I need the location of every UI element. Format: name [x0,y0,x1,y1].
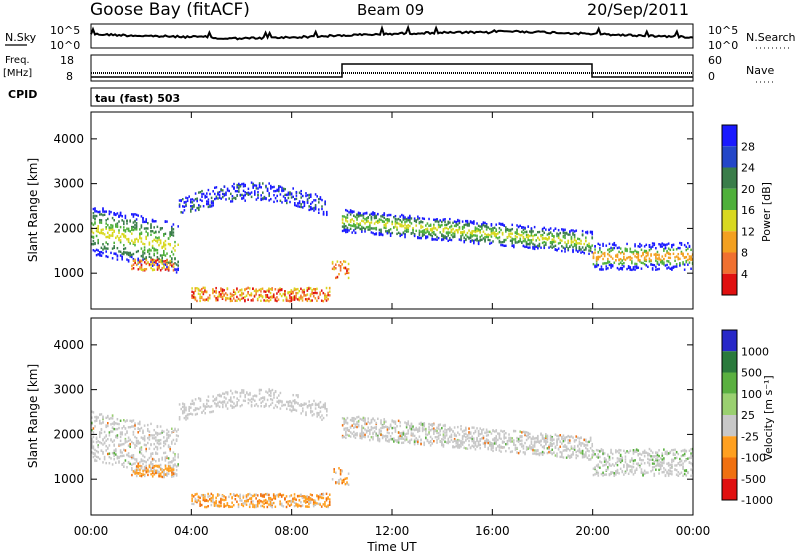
colorbar-swatch [722,146,737,168]
colorbar-frame [721,329,738,501]
colorbar-tick-label: 25 [741,409,755,422]
freq-label-2: [MHz] [3,68,32,79]
nave-label: Nave [746,64,774,77]
velocity-panel-frame [90,317,694,516]
noise-right-tick-bottom: 10^0 [708,39,738,52]
noise-panel-frame [90,23,694,49]
colorbar-swatch [722,478,737,500]
y-tick-label: 4000 [53,132,84,146]
x-tick-label: 16:00 [475,524,510,538]
colorbar-swatch [722,351,737,373]
x-tick-label: 04:00 [174,524,209,538]
colorbar-swatch [722,252,737,274]
x-tick-label: 20:00 [575,524,610,538]
colorbar-tick-label: 1000 [741,345,769,358]
velocity-colorbar-label: Velocity [m s⁻¹] [762,375,775,460]
x-tick-label: 12:00 [375,524,410,538]
colorbar-swatch [722,273,737,295]
colorbar-tick-label: 500 [741,367,762,380]
freq-right-tick-top: 60 [708,54,722,67]
x-tick-label: 08:00 [274,524,309,538]
beam-title: Beam 09 [357,1,424,19]
freq-label-1: Freq. [5,55,30,66]
power-colorbar-label: Power [dB] [760,182,773,242]
cpid-program: tau (fast) 503 [95,92,180,105]
colorbar-tick-label: -100 [741,452,766,465]
nave-trace [91,63,693,78]
colorbar-tick-label: 28 [741,140,755,153]
colorbar-swatch [722,167,737,189]
station-title: Goose Bay (fitACF) [90,0,250,20]
colorbar-tick-label: 100 [741,388,762,401]
colorbar-tick-label: 4 [741,268,748,281]
y-tick-label: 1000 [53,472,84,486]
colorbar-tick-label: 24 [741,162,755,175]
colorbar-swatch [722,125,737,147]
x-axis-label: Time UT [366,540,417,554]
noise-right-label: N.Search [746,31,796,44]
velocity-y-ticks: 4000 3000 2000 1000 [53,338,693,486]
velocity-data [91,388,694,509]
freq-right-tick-bottom: 0 [708,70,715,83]
colorbar-frame [721,124,738,296]
colorbar-swatch [722,330,737,352]
colorbar-tick-label: -25 [741,430,759,443]
date-title: 20/Sep/2011 [587,0,689,19]
velocity-colorbar: 1000 500 100 25 -25 -100 -500 -1000 [721,329,773,507]
colorbar-tick-label: 20 [741,183,755,196]
colorbar-swatch [722,372,737,394]
noise-right-tick-top: 10^5 [708,24,738,37]
freq-left-tick-bottom: 8 [66,70,73,83]
power-y-label: Slant Range [km] [26,158,40,262]
y-tick-label: 3000 [53,177,84,191]
noise-left-tick-bottom: 10^0 [50,39,80,52]
colorbar-swatch [722,457,737,479]
colorbar-swatch [722,393,737,415]
y-tick-label: 2000 [53,427,84,441]
colorbar-tick-label: -500 [741,473,766,486]
power-y-ticks: 4000 3000 2000 1000 [53,132,693,280]
colorbar-swatch [722,188,737,210]
power-data [91,181,694,303]
colorbar-tick-label: -1000 [741,494,773,507]
power-colorbar: 28 24 20 16 12 8 4 [721,124,755,296]
y-tick-label: 4000 [53,338,84,352]
noise-left-tick-top: 10^5 [50,24,80,37]
colorbar-tick-label: 16 [741,204,755,217]
colorbar-swatch [722,210,737,232]
colorbar-swatch [722,231,737,253]
x-axis-ticks: 00:00 04:00 08:00 12:00 16:00 20:00 00:00 [74,112,711,538]
velocity-y-label: Slant Range [km] [26,364,40,468]
noise-left-label: N.Sky [5,31,37,44]
colorbar-tick-label: 12 [741,225,755,238]
cpid-panel-frame [90,87,694,107]
x-tick-label: 00:00 [74,524,109,538]
freq-left-tick-top: 18 [60,54,74,67]
y-tick-label: 2000 [53,221,84,235]
cpid-label: CPID [8,88,37,101]
noise-sky-trace [90,24,694,41]
freq-panel-frame [90,54,694,82]
y-tick-label: 3000 [53,383,84,397]
y-tick-label: 1000 [53,266,84,280]
colorbar-swatch [722,436,737,458]
colorbar-tick-label: 8 [741,247,748,260]
x-tick-label: 00:00 [676,524,711,538]
power-panel-frame [90,111,694,310]
colorbar-swatch [722,415,737,437]
